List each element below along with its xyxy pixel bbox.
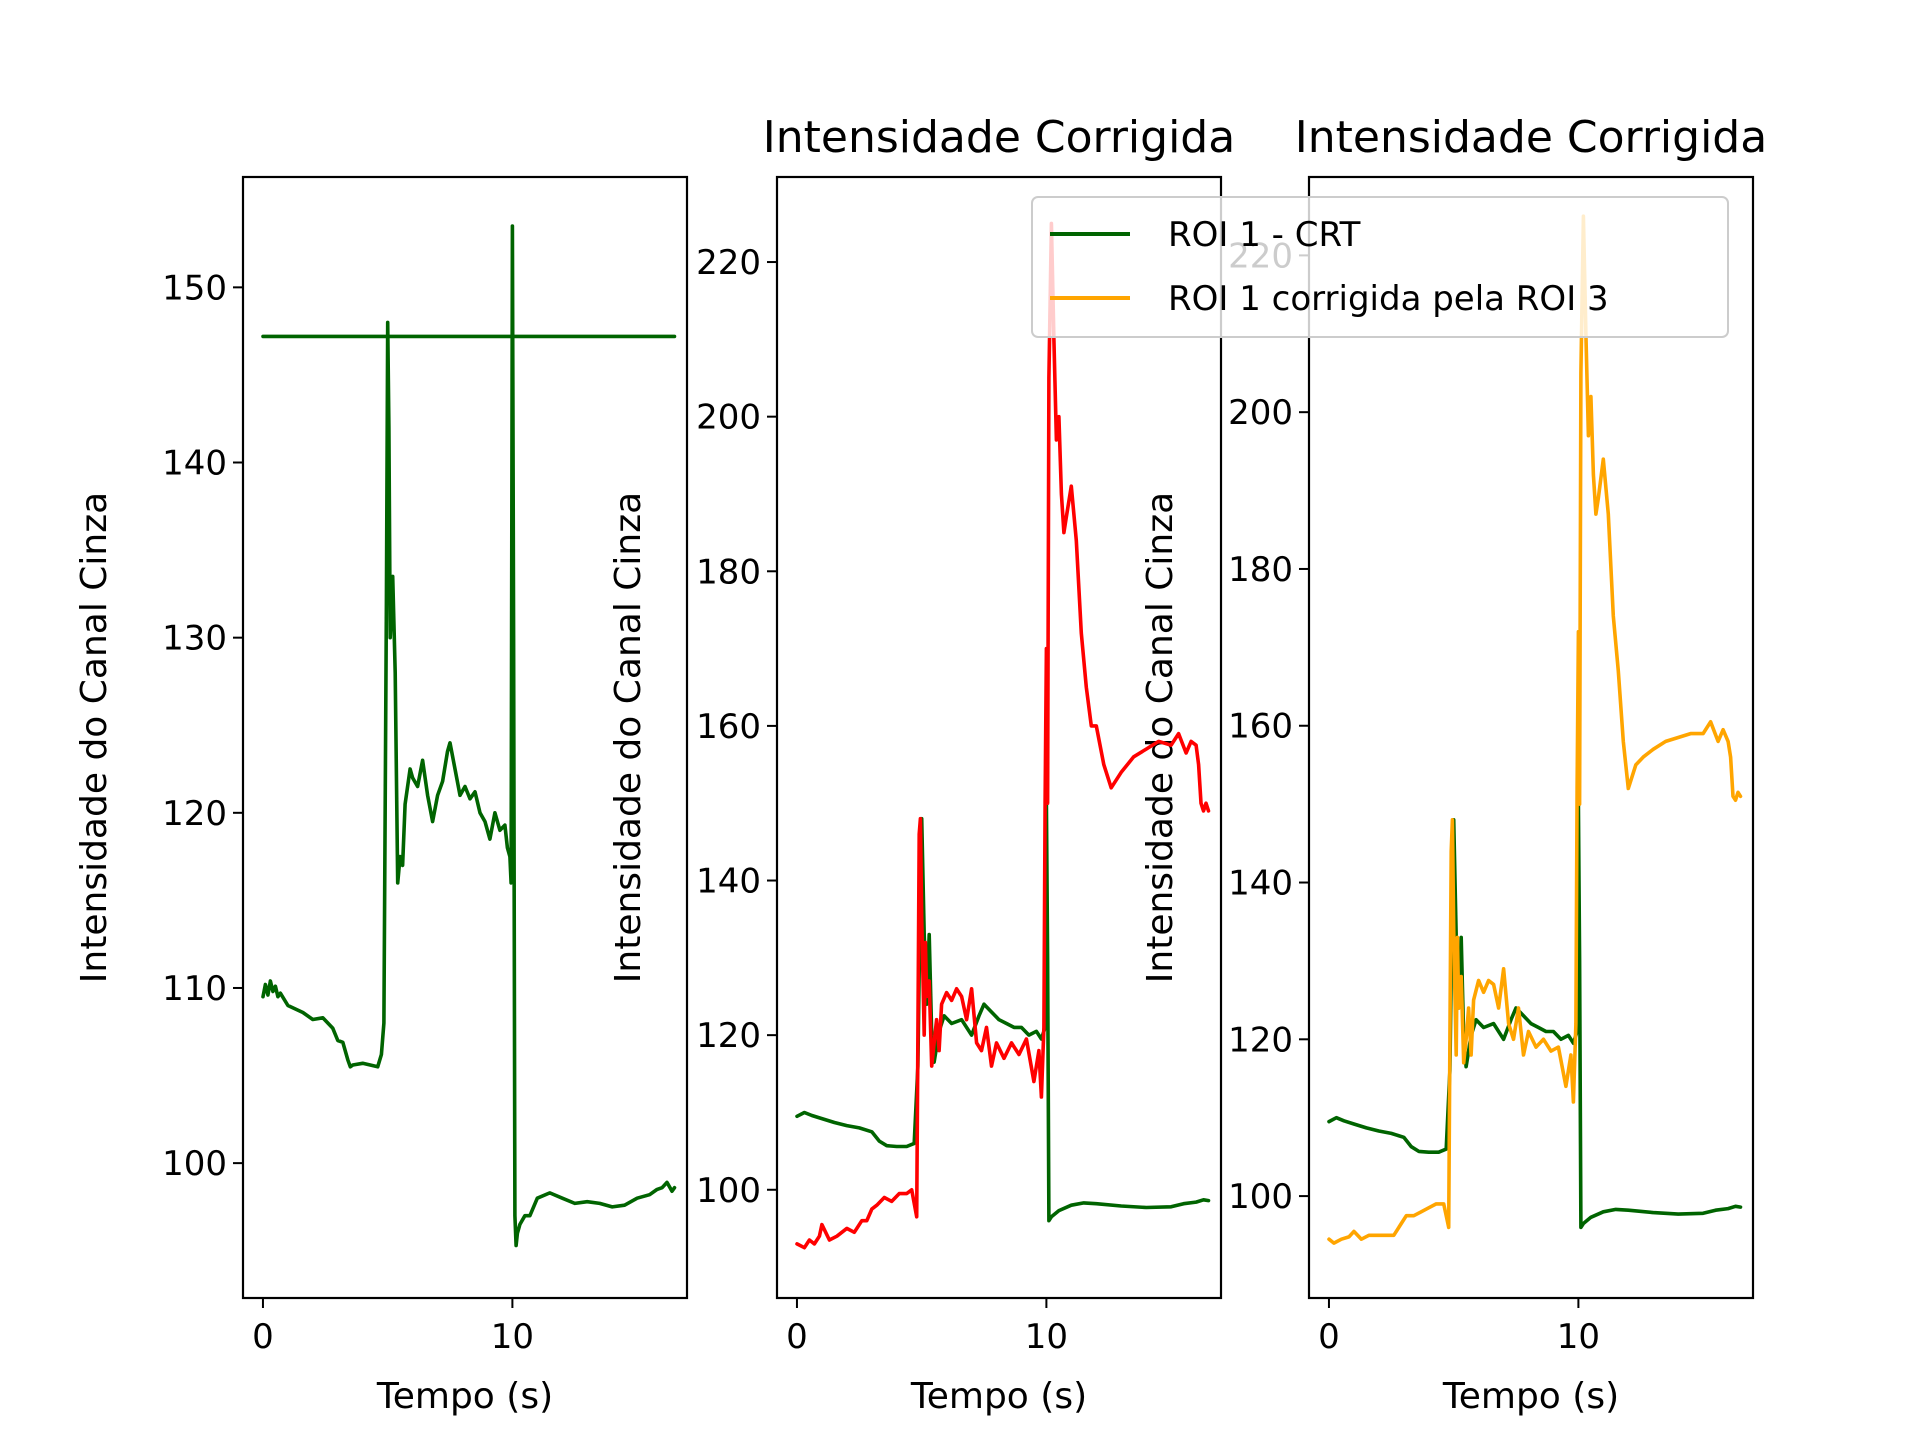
panel-2-ytick-label: 200 [696, 398, 761, 438]
panel-3-series-line-2 [1327, 214, 1743, 1245]
panel-3-series [1327, 214, 1743, 1245]
panel-2-ytick-label: 120 [696, 1016, 761, 1056]
chart-titles: Intensidade Corrigida Intensidade Corrigi… [763, 112, 1767, 163]
panel-2-ytick-label: 180 [696, 552, 761, 592]
panel-1-xtick-label: 0 [252, 1317, 274, 1357]
panel-2-xtick-label: 10 [1025, 1317, 1068, 1357]
panel-2-xlabel: Tempo (s) [910, 1376, 1087, 1417]
panel-3-series-line-1 [1327, 802, 1743, 1230]
panel-1-series [261, 224, 677, 1248]
panel-2-ytick-label: 160 [696, 707, 761, 747]
panel-1-ytick-label: 140 [162, 444, 227, 484]
panel-1-ytick-label: 100 [162, 1144, 227, 1184]
panel-1-series-line-1 [261, 224, 677, 1248]
panel-1-ytick-label: 110 [162, 969, 227, 1009]
legend-box [1031, 196, 1729, 338]
panel-3-xtick-label: 10 [1557, 1317, 1600, 1357]
panel-3-title: Intensidade Corrigida [1295, 112, 1767, 163]
legend-label-2: ROI 1 corrigida pela ROI 3 [1168, 279, 1609, 319]
panel-2-ylabel: Intensidade do Canal Cinza [608, 492, 649, 983]
panel-2-series [795, 221, 1211, 1250]
panel-3-ytick-label: 100 [1228, 1177, 1293, 1217]
panel-2-title: Intensidade Corrigida [763, 112, 1235, 163]
panel-3-ytick-label: 140 [1228, 864, 1293, 904]
panel-1-ylabel: Intensidade do Canal Cinza [74, 492, 115, 983]
legend: ROI 1 - CRT ROI 1 corrigida pela ROI 3 [1031, 196, 1729, 338]
panel-3-ytick-label: 200 [1228, 393, 1293, 433]
panel-2-series-line-2 [795, 221, 1211, 1250]
plot-frames [241, 175, 1755, 1300]
panel-3-xlabel: Tempo (s) [1442, 1376, 1619, 1417]
panel-1-ytick-label: 120 [162, 794, 227, 834]
panel-1-xlabel: Tempo (s) [376, 1376, 553, 1417]
panel-1-ytick-label: 150 [162, 268, 227, 308]
panel-2-ytick-label: 220 [696, 243, 761, 283]
panel-1-frame [241, 175, 689, 1300]
panel-3-xtick-label: 0 [1318, 1317, 1340, 1357]
legend-label-1: ROI 1 - CRT [1168, 215, 1361, 255]
panel-2-frame [775, 175, 1223, 1300]
panel-1-ytick-label: 130 [162, 619, 227, 659]
axis-labels: Tempo (s) Intensidade do Canal Cinza Tempo… [74, 492, 1619, 1417]
panel-2-ytick-label: 140 [696, 862, 761, 902]
panel-3-ytick-label: 160 [1228, 707, 1293, 747]
panel-2-ytick-label: 100 [696, 1171, 761, 1211]
panel-1-xtick-label: 10 [491, 1317, 534, 1357]
panel-3-ytick-label: 120 [1228, 1020, 1293, 1060]
panel-3-ytick-label: 180 [1228, 550, 1293, 590]
panel-3-frame [1307, 175, 1755, 1300]
data-series [261, 214, 1743, 1250]
panel-2-xtick-label: 0 [786, 1317, 808, 1357]
